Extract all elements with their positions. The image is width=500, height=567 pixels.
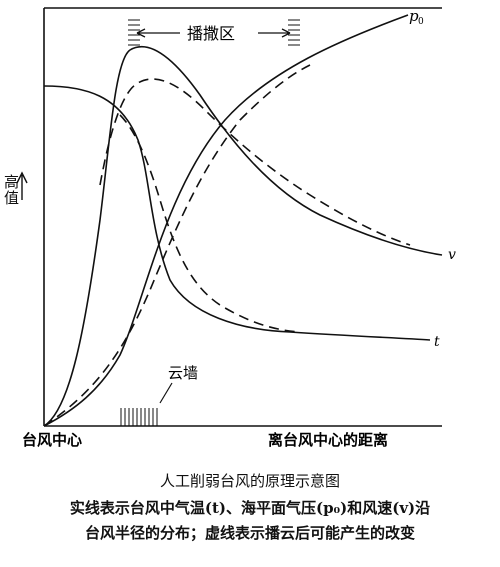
seeding-zone-arrow-right <box>258 28 291 38</box>
temperature-curve-solid <box>43 85 431 341</box>
wind-curve-solid <box>43 45 443 427</box>
temperature-curve-dashed <box>119 114 301 333</box>
caption-line-2: 台风半径的分布；虚线表示播云后可能产生的改变 <box>84 524 415 542</box>
y-axis-arrow-icon <box>16 171 28 200</box>
cloud-wall-pointer <box>159 382 173 404</box>
pressure-label-subscript: 0 <box>418 17 424 27</box>
pressure-curve-solid <box>43 14 409 427</box>
seeding-zone-hatch-right <box>288 19 300 46</box>
pressure-curve-dashed <box>43 64 311 427</box>
x-axis-origin-label: 台风中心 <box>22 431 82 449</box>
cloud-wall-hatch <box>120 408 158 426</box>
wind-label: v <box>448 247 456 263</box>
temperature-label: t <box>434 334 440 350</box>
seeding-zone-label: 播撒区 <box>187 24 235 43</box>
pressure-label: p <box>409 7 419 25</box>
seeding-zone-arrow-left <box>136 28 180 38</box>
y-axis-label: 高值 <box>2 174 20 206</box>
caption-line-1: 实线表示台风中气温(t)、海平面气压(p₀)和风速(v)沿 <box>69 499 431 517</box>
cloud-wall-label: 云墙 <box>168 364 198 382</box>
wind-curve-dashed <box>99 78 411 246</box>
x-axis-label: 离台风中心的距离 <box>268 431 388 449</box>
seeding-zone-hatch-left <box>128 19 140 46</box>
caption-title: 人工削弱台风的原理示意图 <box>159 472 340 490</box>
